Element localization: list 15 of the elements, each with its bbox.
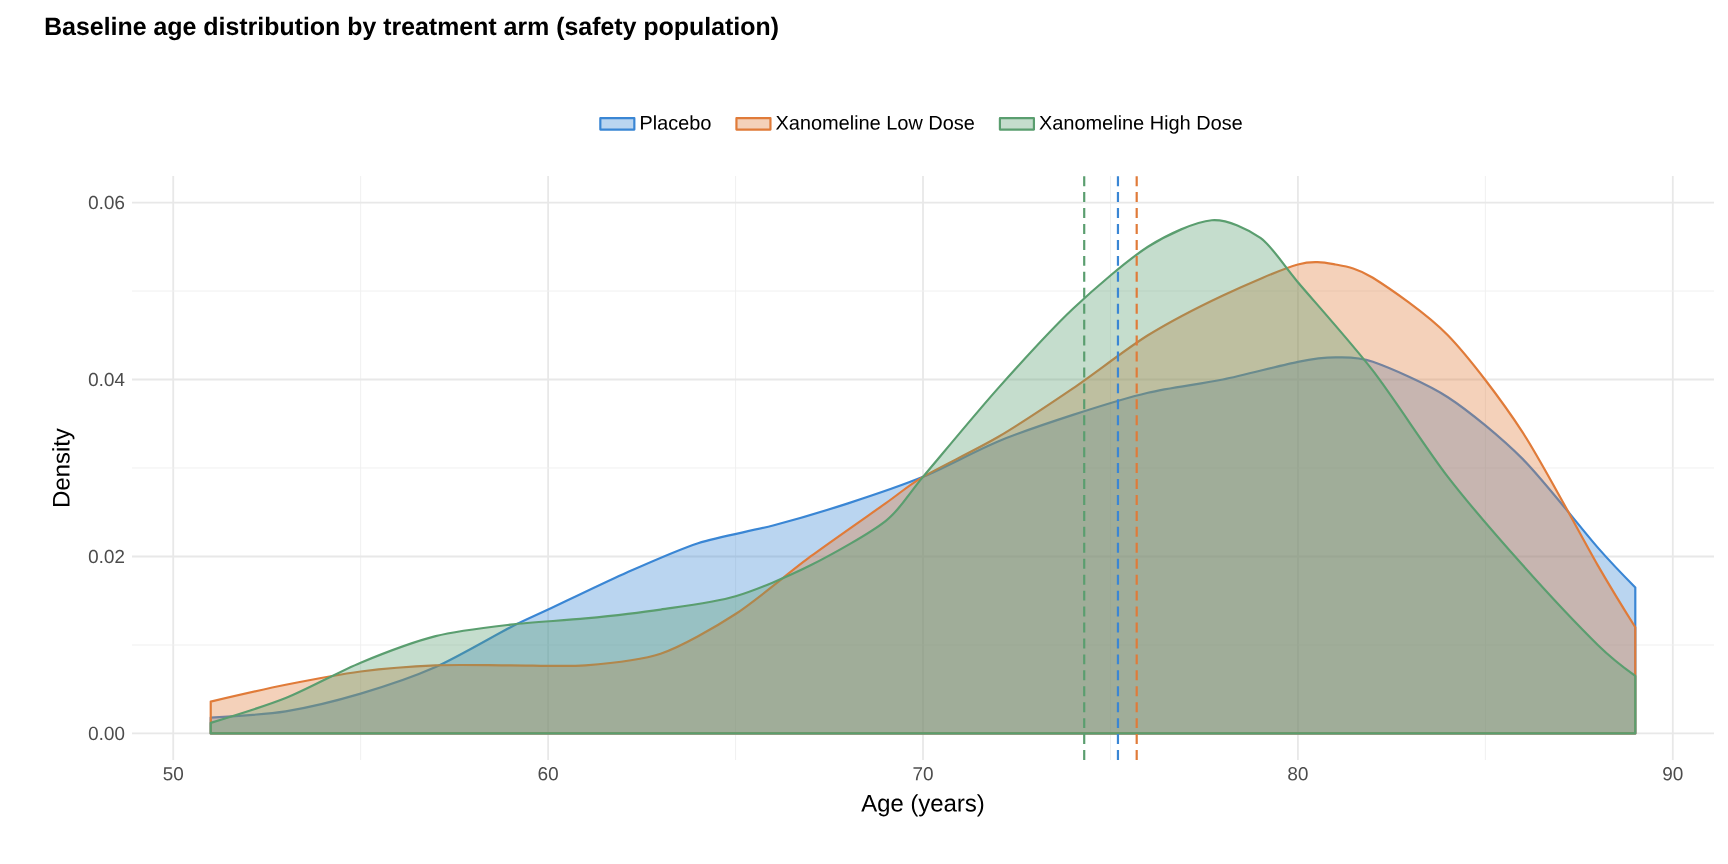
y-tick-label: 0.02: [88, 549, 125, 564]
x-tick-label: 60: [538, 767, 558, 781]
y-tick-label: 0.00: [88, 726, 125, 741]
chart-title: Baseline age distribution by treatment arm (safety population): [45, 16, 778, 41]
y-tick-label: 0.06: [88, 195, 125, 210]
y-tick-label: 0.04: [88, 372, 125, 387]
x-tick-label: 70: [913, 767, 933, 781]
x-tick-label: 80: [1288, 767, 1308, 781]
legend-label: Placebo: [641, 115, 711, 130]
x-tick-label: 90: [1663, 767, 1683, 781]
legend-label: Xanomeline Low Dose: [775, 115, 974, 130]
y-axis-title: Density: [52, 428, 75, 506]
x-axis-title: Age (years): [861, 794, 984, 817]
x-tick-label: 50: [163, 767, 184, 781]
legend-label: Xanomeline High Dose: [1039, 115, 1242, 134]
